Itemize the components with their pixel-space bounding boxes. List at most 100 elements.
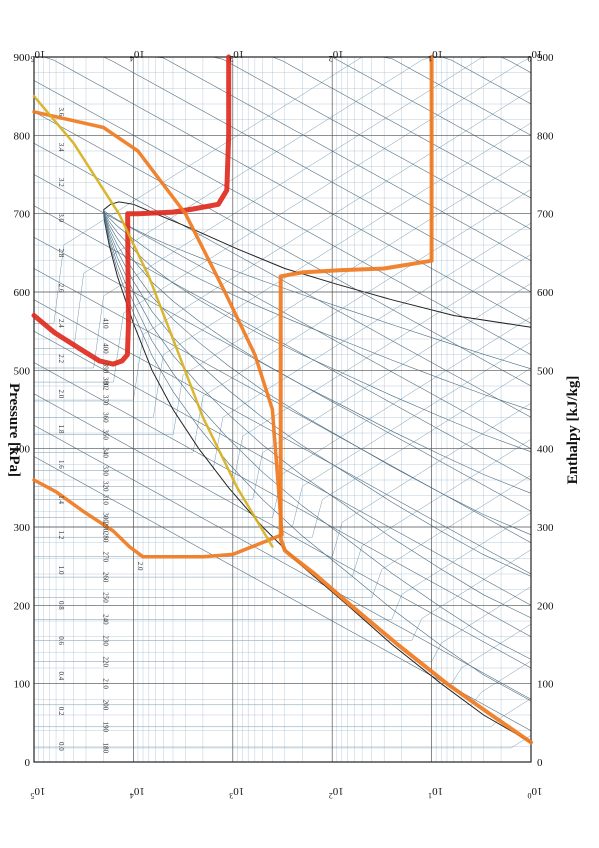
isentrope-line	[34, 56, 532, 324]
enthalpy-tick-label: 0	[25, 757, 31, 769]
enthalpy-tick-label: 800	[14, 130, 31, 142]
pressure-tick-base: 10	[133, 48, 145, 60]
entropy-label: 0.4	[57, 671, 65, 680]
quality-line	[103, 209, 532, 577]
isotherm-label: 250	[102, 592, 110, 603]
isotherm-label: 180	[102, 743, 110, 754]
enthalpy-tick-label: 600	[14, 287, 31, 299]
isentrope-line	[33, 80, 532, 355]
isotherm-label: 350	[102, 429, 110, 440]
entropy-label: 2.0	[57, 389, 65, 398]
entropy-label: 3.2	[57, 178, 65, 187]
quality-line	[103, 209, 532, 660]
isotherm-line	[34, 402, 532, 558]
pressure-tick-exponent: 4	[130, 791, 134, 800]
pressure-tick-exponent: 0	[528, 54, 532, 63]
entropy-label: 0.0	[57, 742, 65, 751]
enthalpy-tick-label: 500	[14, 365, 31, 377]
plot-frame	[33, 56, 532, 763]
pressure-tick-exponent: 3	[229, 791, 233, 800]
isentrope-line	[33, 111, 532, 387]
entropy-label: 1.6	[57, 460, 65, 469]
pressure-tick-exponent: 3	[229, 54, 233, 63]
isotherm-label: 310	[102, 494, 110, 505]
entropy-label: 3.6	[57, 107, 65, 116]
pressure-tick-exponent: 0	[528, 791, 532, 800]
isotherm-label: 220	[102, 656, 110, 667]
entropy-label: 0.6	[57, 636, 65, 645]
x-axis-label: Enthalpy [kJ/kg]	[565, 376, 581, 485]
pressure-tick-base: 10	[332, 785, 344, 797]
enthalpy-tick-labels: 0 100 200 300 400 500 600 700 800 900	[14, 52, 31, 769]
series-line-3	[32, 110, 284, 559]
pressure-tick-base: 10	[133, 785, 145, 797]
isotherm-line	[34, 698, 532, 728]
isotherm-line	[34, 56, 531, 369]
entropy-label: 1.4	[57, 495, 65, 504]
pressure-tick-label: 101	[428, 48, 443, 63]
entropy-label: 2.4	[57, 319, 65, 328]
enthalpy-tick-label-right: 200	[537, 600, 554, 612]
enthalpy-tick-label-right: 600	[537, 287, 554, 299]
enthalpy-tick-label-right: 400	[537, 444, 554, 456]
pressure-tick-base: 10	[432, 785, 444, 797]
isotherm-label: 190	[102, 722, 110, 733]
entropy-label: 1.2	[57, 530, 65, 539]
pressure-tick-base: 10	[432, 48, 444, 60]
enthalpy-tick-label: 200	[14, 600, 31, 612]
entropy-label: 3.4	[57, 143, 65, 152]
quality-line	[103, 209, 532, 494]
enthalpy-tick-label-right: 300	[537, 522, 554, 534]
enthalpy-tick-label: 700	[14, 209, 31, 221]
pressure-tick-label-bottom: 103	[229, 785, 244, 800]
entropy-labels: 0.0 0.2 0.4 0.6 0.8 1.0 1.2 1.4 1.6 1.8 2.0 2.2 2.4 2…	[57, 107, 65, 751]
entropy-label: 1.0	[57, 566, 65, 575]
enthalpy-tick-label: 900	[14, 52, 31, 64]
entropy-label: 0.8	[57, 601, 65, 610]
pressure-tick-label-bottom: 105	[31, 785, 46, 800]
enthalpy-tick-label-right: 900	[537, 52, 554, 64]
pressure-tick-base: 10	[34, 48, 46, 60]
isotherm-line	[34, 586, 532, 662]
enthalpy-tick-label-right: 800	[537, 130, 554, 142]
isotherm-line	[34, 549, 532, 641]
pressure-tick-exponent: 2	[329, 791, 333, 800]
quality-line	[103, 209, 532, 702]
isotherm-line	[34, 56, 532, 383]
isotherm-label: 290	[102, 522, 110, 533]
pressure-tick-label-bottom: 102	[329, 785, 344, 800]
enthalpy-tick-label-right: 100	[537, 679, 554, 691]
pressure-tick-label-bottom: 100	[528, 785, 543, 800]
pressure-tick-base: 10	[332, 48, 344, 60]
isotherm-label: 360	[102, 412, 110, 423]
enthalpy-tick-label: 300	[14, 522, 31, 534]
isotherm-line	[34, 735, 532, 749]
quality-line	[103, 209, 532, 411]
isentrope-line	[34, 56, 532, 293]
pressure-tick-base: 10	[531, 48, 543, 60]
isentrope-line	[33, 424, 532, 700]
isotherm-label: 380	[102, 377, 110, 388]
entropy-label: 2.2	[57, 354, 65, 363]
enthalpy-tick-label-right: 700	[537, 209, 554, 221]
series-line-1	[31, 54, 232, 367]
chart-annotations: 2.0 3.2	[101, 382, 143, 571]
entropy-label: 2.8	[57, 248, 65, 257]
pressure-tick-base: 10	[233, 785, 245, 797]
enthalpy-tick-label: 400	[14, 444, 31, 456]
y-axis-label: Pressure [kPa]	[6, 383, 22, 477]
isotherm-label: 300	[102, 512, 110, 523]
isotherm-line	[34, 512, 532, 620]
entropy-label: 1.8	[57, 425, 65, 434]
pressure-tick-base: 10	[34, 785, 46, 797]
isotherm-label: 270	[102, 552, 110, 563]
pressure-tick-label: 105	[31, 48, 46, 63]
isotherm-label: 210	[102, 678, 110, 689]
pressure-tick-base: 10	[531, 785, 543, 797]
pressure-tick-label-bottom: 104	[130, 785, 145, 800]
pressure-tick-exponent: 1	[428, 54, 432, 63]
